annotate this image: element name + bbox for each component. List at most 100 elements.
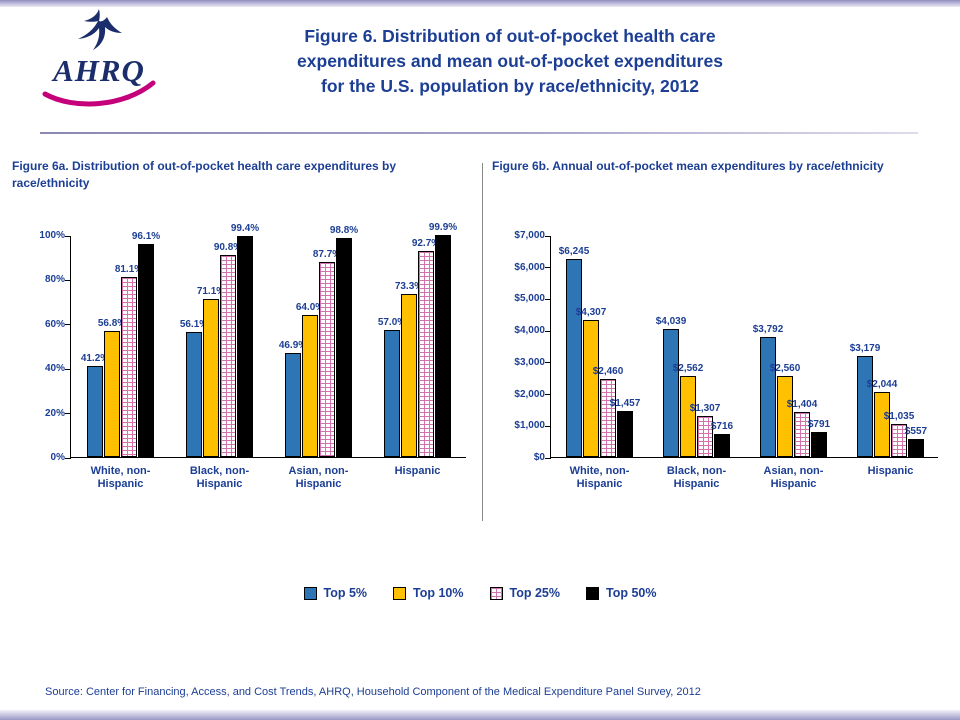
bar-top-5-hispanic (857, 356, 873, 457)
bar-top-5-white-non-hispanic (566, 258, 582, 457)
y-axis-tick-mark (545, 362, 551, 364)
y-axis-tick-label: 0% (50, 452, 65, 463)
value-label-top-10-asian-non-hispanic: 64.0% (295, 301, 325, 313)
y-axis-tick-mark (65, 324, 71, 326)
y-axis-tick-label: $3,000 (514, 356, 545, 368)
bar-top-10-hispanic (874, 392, 890, 457)
y-axis-tick-mark (545, 267, 551, 269)
value-label-top-5-hispanic: 57.0% (377, 317, 407, 329)
bar-top-25-white-non-hispanic (600, 378, 616, 457)
value-label-top-25-hispanic: $1,035 (883, 411, 915, 423)
value-label-top-10-black-non-hispanic: 71.1% (196, 286, 226, 298)
bar-top-25-black-non-hispanic (697, 415, 713, 457)
bar-top-5-asian-non-hispanic (285, 352, 301, 457)
category-label-hispanic: Hispanic (867, 465, 914, 477)
category-label-black-non-hispanic: Black, non-Hispanic (666, 465, 727, 490)
chart-6a-plot: 0% 20% 40% 60% 80% 100% 41.2% 56.8% 81.1% 96.1% Wh… (39, 222, 466, 490)
y-axis-tick-label: 60% (44, 318, 65, 330)
bar-top-50-hispanic (435, 235, 451, 457)
category-label-white-non-hispanic: White, non-Hispanic (90, 465, 151, 490)
ahrq-logo-text: AHRQ (53, 53, 145, 88)
bar-top-10-white-non-hispanic (583, 320, 599, 457)
header-divider (40, 132, 918, 134)
value-label-top-25-black-non-hispanic: $1,307 (689, 402, 721, 414)
value-label-top-25-asian-non-hispanic: 87.7% (312, 249, 342, 261)
bar-top-25-asian-non-hispanic (794, 412, 810, 457)
y-axis-tick-label: $4,000 (514, 325, 545, 337)
bar-top-10-white-non-hispanic (104, 330, 120, 457)
value-label-top-5-asian-non-hispanic: $3,792 (752, 323, 784, 335)
bar-top-5-black-non-hispanic (186, 332, 202, 457)
bottom-gradient-strip (0, 710, 960, 720)
y-axis-tick-label: $2,000 (514, 388, 545, 400)
value-label-top-25-white-non-hispanic: $2,460 (592, 365, 624, 377)
legend-label-top-10: Top 10% (413, 586, 464, 600)
value-label-top-50-black-non-hispanic: $716 (710, 421, 734, 433)
value-label-top-50-asian-non-hispanic: 98.8% (329, 224, 359, 236)
y-axis-tick-label: $7,000 (514, 230, 545, 241)
category-label-hispanic: Hispanic (394, 465, 441, 477)
legend-swatch-top-10 (393, 586, 407, 600)
value-label-top-5-hispanic: $3,179 (849, 343, 881, 355)
value-label-top-50-hispanic: $557 (904, 426, 928, 438)
value-label-top-25-hispanic: 92.7% (411, 238, 441, 250)
legend-swatch-top-5 (303, 586, 317, 600)
bar-top-25-hispanic (418, 251, 434, 457)
y-axis-tick-mark (545, 235, 551, 237)
bar-top-50-black-non-hispanic (714, 434, 730, 457)
value-label-top-10-white-non-hispanic: $4,307 (575, 307, 607, 319)
value-label-top-10-hispanic: $2,044 (866, 379, 898, 391)
legend-label-top-25: Top 25% (509, 586, 560, 600)
figure-title: Figure 6. Distribution of out-of-pocket … (215, 24, 805, 99)
y-axis-tick-mark (65, 413, 71, 415)
bar-top-5-black-non-hispanic (663, 328, 679, 457)
top-gradient-strip (0, 0, 960, 7)
category-label-white-non-hispanic: White, non-Hispanic (569, 465, 630, 490)
figure-title-line-1: Figure 6. Distribution of out-of-pocket … (304, 26, 716, 46)
chart-6b-title: Figure 6b. Annual out-of-pocket mean exp… (492, 159, 884, 173)
chart-6a-title: Figure 6a. Distribution of out-of-pocket… (12, 159, 397, 190)
bar-top-10-black-non-hispanic (203, 299, 219, 457)
y-axis-tick-label: 80% (44, 274, 65, 286)
y-axis-tick-label: $6,000 (514, 261, 545, 273)
value-label-top-10-black-non-hispanic: $2,562 (672, 362, 704, 374)
value-label-top-10-hispanic: 73.3% (394, 281, 424, 293)
figure-title-line-2: expenditures and mean out-of-pocket expe… (297, 51, 723, 71)
bar-top-50-black-non-hispanic (237, 236, 253, 457)
bar-top-25-hispanic (891, 424, 907, 457)
y-axis-tick-mark (65, 368, 71, 370)
value-label-top-5-asian-non-hispanic: 46.9% (278, 339, 308, 351)
bar-top-10-black-non-hispanic (680, 375, 696, 457)
y-axis-tick-label: $5,000 (514, 293, 545, 305)
source-note: Source: Center for Financing, Access, an… (45, 686, 701, 698)
bar-top-50-hispanic (908, 439, 924, 457)
y-axis-tick-label: $1,000 (514, 420, 545, 432)
value-label-top-50-white-non-hispanic: 96.1% (131, 230, 161, 242)
chart-6b: Figure 6b. Annual out-of-pocket mean exp… (492, 158, 952, 530)
bar-top-10-hispanic (401, 294, 417, 457)
y-axis-tick-label: 100% (39, 230, 65, 241)
legend: Top 5% Top 10% Top 25% Top 50% (0, 586, 960, 600)
chart-divider (482, 163, 483, 521)
bar-top-25-asian-non-hispanic (319, 262, 335, 457)
value-label-top-10-white-non-hispanic: 56.8% (97, 317, 127, 329)
legend-item-top-25: Top 25% (489, 586, 560, 600)
legend-swatch-top-25 (489, 586, 503, 600)
value-label-top-25-black-non-hispanic: 90.8% (213, 242, 243, 254)
value-label-top-25-white-non-hispanic: 81.1% (114, 263, 144, 275)
bar-top-5-hispanic (384, 330, 400, 457)
value-label-top-5-white-non-hispanic: 41.2% (80, 352, 110, 364)
y-axis-tick-label: $0 (533, 452, 545, 463)
value-label-top-50-black-non-hispanic: 99.4% (230, 223, 260, 235)
legend-label-top-50: Top 50% (606, 586, 657, 600)
y-axis-tick-mark (545, 330, 551, 332)
value-label-top-10-asian-non-hispanic: $2,560 (769, 362, 801, 374)
value-label-top-50-white-non-hispanic: $1,457 (609, 397, 641, 409)
y-axis-tick-mark (545, 425, 551, 427)
bar-top-50-asian-non-hispanic (811, 431, 827, 457)
value-label-top-5-white-non-hispanic: $6,245 (558, 245, 590, 257)
y-axis-tick-mark (545, 298, 551, 300)
value-label-top-5-black-non-hispanic: $4,039 (655, 315, 687, 327)
bar-top-5-white-non-hispanic (87, 365, 103, 457)
